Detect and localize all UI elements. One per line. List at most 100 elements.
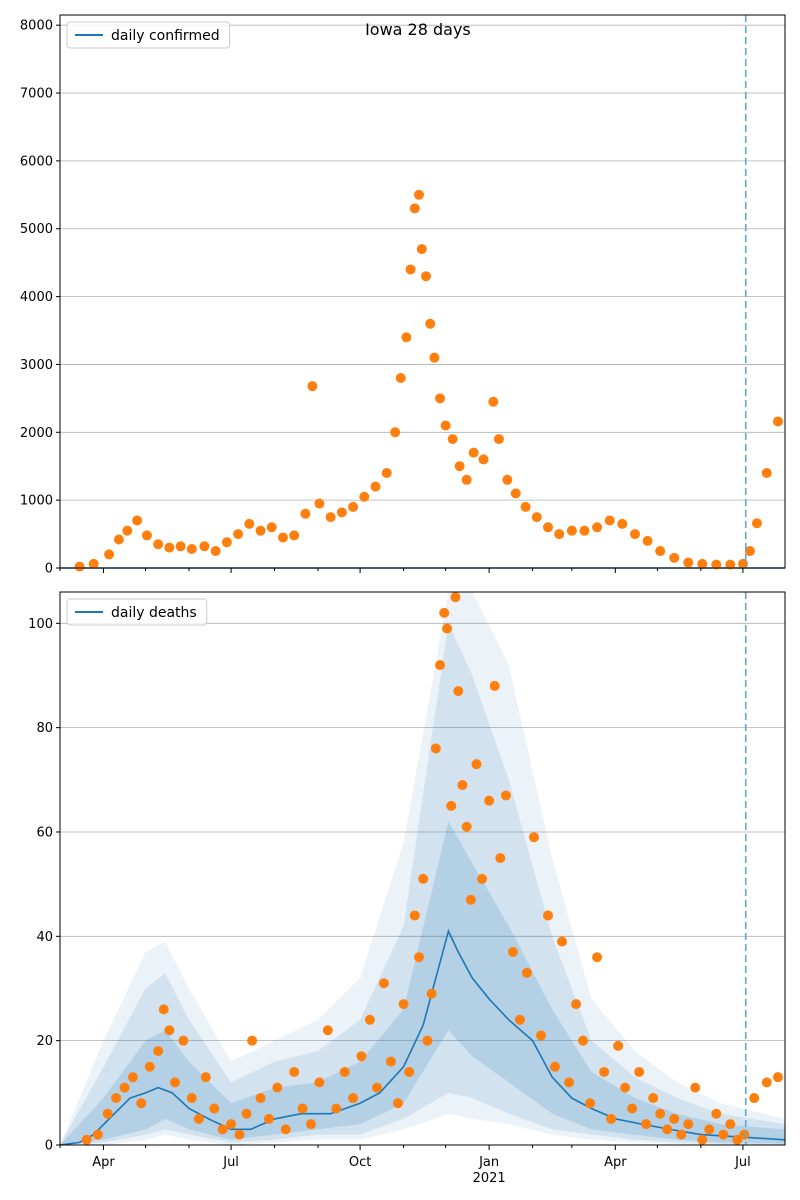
deaths-points <box>81 592 783 1145</box>
observed-point <box>141 530 152 541</box>
observed-point <box>289 1066 300 1077</box>
observed-point <box>255 525 266 536</box>
observed-point <box>297 1103 308 1114</box>
observed-point <box>690 1082 701 1093</box>
observed-point <box>378 978 389 989</box>
observed-point <box>642 535 653 546</box>
deaths-legend-box <box>66 598 208 626</box>
x-tick-label: Apr <box>604 1155 627 1170</box>
observed-point <box>336 507 347 518</box>
deaths-model-layer <box>59 928 786 1146</box>
observed-point <box>277 532 288 543</box>
confirmed-points <box>74 189 783 572</box>
y-tick-label: 40 <box>36 930 53 945</box>
observed-point <box>606 1113 617 1124</box>
observed-point <box>217 1124 228 1135</box>
observed-point <box>704 1124 715 1135</box>
observed-point <box>478 454 489 465</box>
confirmed-legend: daily confirmed <box>66 21 231 49</box>
observed-point <box>604 515 615 526</box>
observed-point <box>566 525 577 536</box>
observed-point <box>255 1093 266 1104</box>
observed-point <box>772 416 783 427</box>
observed-point <box>178 1035 189 1046</box>
observed-point <box>521 967 532 978</box>
observed-point <box>634 1066 645 1077</box>
observed-point <box>418 873 429 884</box>
y-tick-label: 3000 <box>20 358 53 373</box>
observed-point <box>300 508 311 519</box>
deaths-y-ticks: 0 20 40 60 80 100 <box>28 617 60 1154</box>
observed-point <box>209 1103 220 1114</box>
observed-point <box>102 1108 113 1119</box>
observed-point <box>627 1103 638 1114</box>
observed-point <box>772 1072 783 1083</box>
observed-point <box>136 1098 147 1109</box>
observed-point <box>425 318 436 329</box>
observed-point <box>405 264 416 275</box>
x-tick-label: Jul <box>734 1155 751 1170</box>
observed-point <box>430 743 441 754</box>
observed-point <box>241 1108 252 1119</box>
observed-point <box>266 522 277 533</box>
observed-point <box>507 946 518 957</box>
observed-point <box>226 1119 237 1130</box>
observed-point <box>477 873 488 884</box>
observed-point <box>599 1066 610 1077</box>
observed-point <box>153 539 164 550</box>
observed-point <box>144 1061 155 1072</box>
uncertainty-band <box>60 592 785 1145</box>
observed-point <box>331 1103 342 1114</box>
observed-point <box>390 427 401 438</box>
observed-point <box>104 549 115 560</box>
observed-point <box>371 1082 382 1093</box>
observed-point <box>127 1072 138 1083</box>
observed-point <box>655 546 666 557</box>
observed-point <box>210 546 221 557</box>
observed-point <box>500 790 511 801</box>
confirmed-legend-label: daily confirmed <box>111 28 220 44</box>
observed-point <box>718 1129 729 1140</box>
observed-point <box>502 474 513 485</box>
observed-point <box>111 1093 122 1104</box>
observed-point <box>550 1061 561 1072</box>
y-tick-label: 8000 <box>20 19 53 34</box>
observed-point <box>370 481 381 492</box>
observed-point <box>306 1119 317 1130</box>
observed-point <box>74 561 85 572</box>
observed-point <box>199 541 210 552</box>
observed-point <box>514 1014 525 1025</box>
observed-point <box>613 1040 624 1051</box>
observed-point <box>314 498 325 509</box>
observed-point <box>732 1134 743 1145</box>
y-tick-label: 80 <box>36 721 53 736</box>
observed-point <box>88 558 99 569</box>
observed-point <box>385 1056 396 1067</box>
observed-point <box>554 529 565 540</box>
y-tick-label: 100 <box>28 617 53 632</box>
observed-point <box>493 434 504 445</box>
observed-point <box>585 1098 596 1109</box>
observed-point <box>404 1066 415 1077</box>
observed-point <box>655 1108 666 1119</box>
confirmed-gridlines <box>60 24 785 569</box>
observed-point <box>711 559 722 570</box>
observed-point <box>164 1025 175 1036</box>
observed-point <box>234 1129 245 1140</box>
observed-point <box>164 542 175 553</box>
observed-point <box>495 853 506 864</box>
observed-point <box>592 522 603 533</box>
observed-point <box>200 1072 211 1083</box>
uncertainty-band <box>60 821 785 1145</box>
observed-point <box>489 680 500 691</box>
model-line <box>59 928 786 1146</box>
observed-point <box>422 1035 433 1046</box>
observed-point <box>435 660 446 671</box>
observed-point <box>571 999 582 1010</box>
x-year-label: 2021 <box>473 1171 506 1186</box>
x-tick-label: Jul <box>222 1155 239 1170</box>
observed-point <box>435 393 446 404</box>
observed-point <box>289 530 300 541</box>
observed-point <box>359 491 370 502</box>
observed-point <box>739 1129 750 1140</box>
